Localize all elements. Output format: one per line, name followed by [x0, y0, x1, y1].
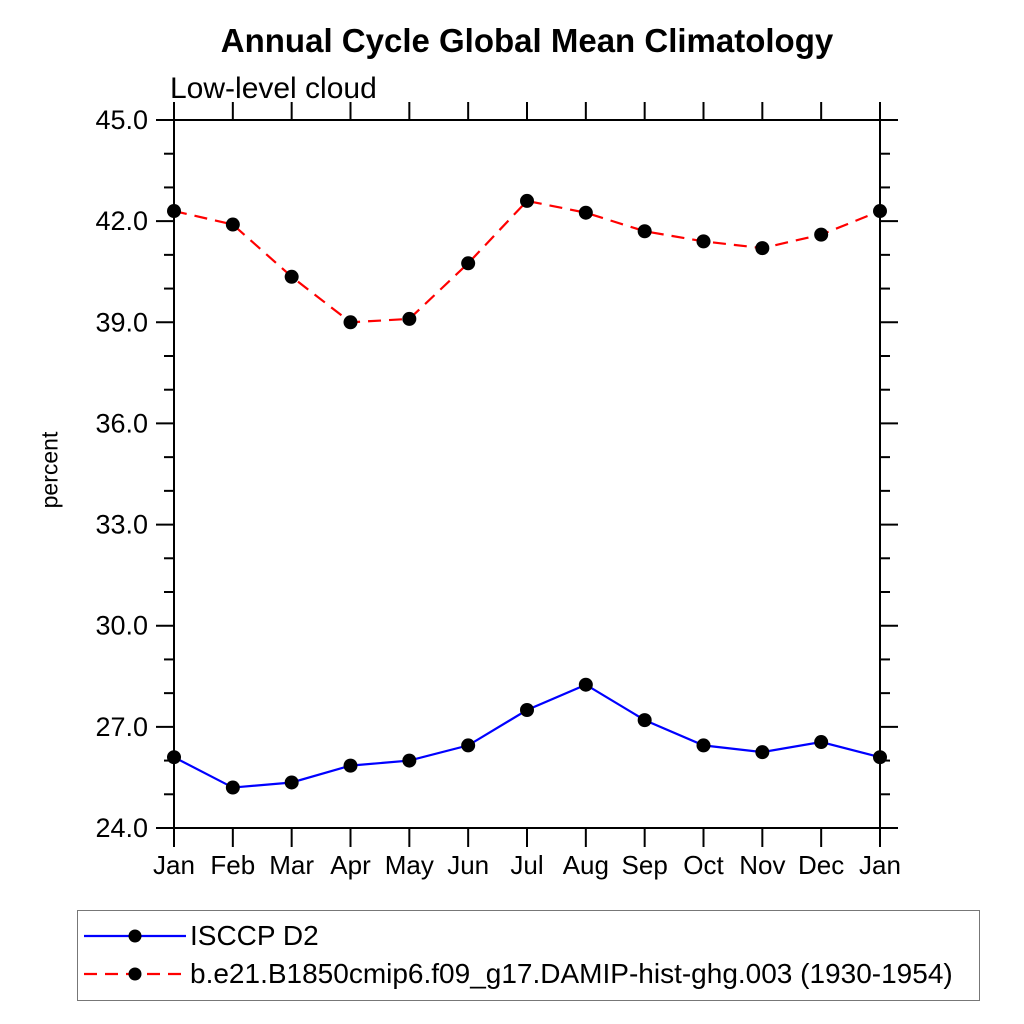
data-point-marker: [520, 193, 534, 208]
data-point-marker: [696, 738, 711, 753]
data-point-marker: [696, 234, 711, 249]
data-point-marker: [167, 204, 181, 219]
data-point-marker: [520, 703, 534, 717]
legend-item: b.e21.B1850cmip6.f09_g17.DAMIP-hist-ghg.…: [78, 955, 979, 993]
x-tick-label: Nov: [739, 850, 785, 880]
y-tick-label: 42.0: [95, 206, 148, 236]
data-point-marker: [578, 677, 593, 692]
x-tick-label: Feb: [210, 850, 255, 880]
data-point-marker: [755, 745, 770, 760]
data-point-marker: [873, 204, 887, 219]
data-point-marker: [814, 227, 829, 242]
data-point-marker: [814, 735, 829, 750]
legend-item: ISCCP D2: [78, 917, 979, 955]
series-line: [173, 683, 881, 789]
x-tick-label: Jun: [447, 850, 489, 880]
chart-subtitle: Low-level cloud: [170, 72, 377, 105]
legend-label: b.e21.B1850cmip6.f09_g17.DAMIP-hist-ghg.…: [190, 958, 953, 989]
data-point-marker: [578, 205, 593, 220]
x-tick-label: Aug: [563, 850, 609, 880]
data-point-marker: [343, 758, 358, 773]
y-tick-label: 33.0: [95, 510, 148, 540]
data-point-marker: [402, 311, 417, 326]
x-tick-label: Apr: [330, 850, 371, 880]
legend-marker: [128, 967, 142, 981]
series-line: [173, 199, 881, 324]
y-tick-label: 27.0: [95, 712, 148, 742]
y-tick-label: 24.0: [95, 813, 148, 843]
legend-box: ISCCP D2 b.e21.B1850cmip6.f09_g17.DAMIP-h…: [77, 910, 980, 1001]
axis-frame: [173, 119, 881, 829]
y-tick-label: 30.0: [95, 611, 148, 641]
legend-label: ISCCP D2: [190, 920, 319, 951]
data-point-marker: [167, 750, 181, 765]
data-point-marker: [461, 256, 476, 271]
data-point-marker: [225, 217, 240, 232]
legend-marker: [128, 929, 142, 943]
data-point-marker: [225, 780, 240, 795]
x-tick-label: Sep: [622, 850, 668, 880]
y-tick-label: 36.0: [95, 408, 148, 438]
x-tick-label: Jul: [510, 850, 543, 880]
data-point-marker: [343, 315, 358, 330]
x-tick-label: Jan: [859, 850, 901, 880]
y-tick-label: 45.0: [95, 105, 148, 135]
x-tick-label: May: [385, 850, 434, 880]
x-tick-label: Jan: [153, 850, 195, 880]
data-point-marker: [637, 713, 652, 728]
data-point-marker: [402, 753, 417, 768]
x-tick-label: Mar: [269, 850, 314, 880]
data-point-marker: [284, 269, 299, 284]
data-point-marker: [637, 224, 652, 239]
x-tick-label: Oct: [683, 850, 724, 880]
data-point-marker: [284, 775, 299, 790]
data-point-marker: [461, 738, 476, 753]
data-point-marker: [873, 750, 887, 765]
x-tick-label: Dec: [798, 850, 844, 880]
chart-title: Annual Cycle Global Mean Climatology: [220, 22, 834, 59]
y-tick-label: 39.0: [95, 307, 148, 337]
legend-line-sample: [84, 967, 186, 981]
data-point-marker: [755, 241, 770, 256]
legend-line-sample: [84, 929, 186, 943]
